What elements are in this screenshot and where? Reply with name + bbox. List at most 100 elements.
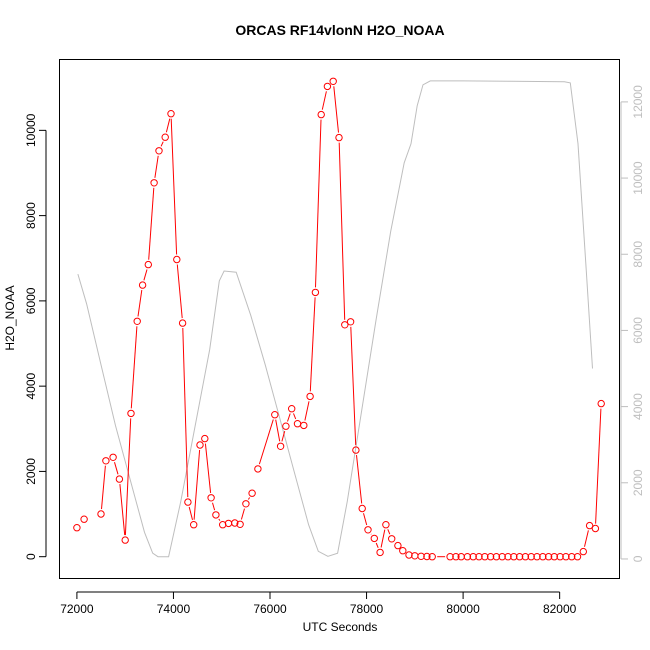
x-axis-label: UTC Seconds: [303, 620, 378, 634]
h2o-data-point: [492, 553, 501, 561]
h2o-line-segment: [309, 297, 316, 392]
h2o-data-point: [346, 318, 355, 326]
h2o-data-point: [144, 260, 153, 269]
h2o-series: [73, 77, 605, 561]
h2o-data-point: [207, 494, 215, 502]
h2o-data-point: [591, 524, 600, 533]
h2o-data-point: [121, 536, 129, 544]
h2o-data-point: [527, 553, 535, 561]
h2o-data-point: [212, 511, 220, 519]
h2o-data-point: [405, 551, 413, 559]
h2o-data-point: [184, 498, 192, 506]
x-axis: 72000 74000 76000 78000 80000 82000: [60, 591, 577, 616]
h2o-line-segment: [258, 419, 274, 465]
h2o-data-point: [323, 82, 332, 91]
h2o-data-point: [573, 553, 582, 561]
h2o-data-point: [544, 553, 553, 561]
h2o-line-segment: [176, 264, 183, 319]
h2o-line-segment: [338, 142, 346, 320]
h2o-data-point: [358, 504, 366, 513]
h2o-data-point: [329, 77, 337, 86]
h2o-data-point: [80, 515, 88, 523]
h2o-data-point: [475, 553, 483, 561]
h2o-data-point: [382, 521, 390, 529]
h2o-line-segment: [240, 508, 245, 520]
h2o-data-point: [155, 147, 163, 155]
h2o-data-point: [231, 519, 239, 527]
h2o-line-segment: [304, 401, 310, 421]
h2o-data-point: [73, 524, 81, 532]
h2o-data-point: [276, 442, 285, 450]
h2o-line-segment: [315, 119, 322, 288]
h2o-data-point: [201, 434, 209, 443]
h2o-data-point: [556, 553, 564, 561]
h2o-data-point: [376, 548, 384, 557]
secondary-y-tick-label: 4000: [631, 393, 645, 420]
h2o-data-point: [388, 535, 396, 543]
y-tick-label: 0: [24, 553, 38, 560]
h2o-line-segment: [130, 326, 138, 409]
h2o-data-point: [568, 553, 576, 561]
secondary-y-tick-label: 2000: [631, 469, 645, 496]
h2o-data-point: [248, 489, 256, 497]
h2o-data-point: [550, 553, 558, 561]
h2o-line-segment: [119, 484, 126, 536]
y-tick-label: 10000: [24, 113, 38, 147]
h2o-line-segment: [375, 542, 379, 548]
chart-title: ORCAS RF14vlonN H2O_NOAA: [235, 22, 444, 38]
x-tick-label: 74000: [157, 602, 191, 616]
h2o-data-point: [133, 317, 141, 325]
h2o-data-point: [394, 541, 402, 550]
h2o-data-point: [452, 553, 460, 561]
h2o-data-point: [562, 553, 570, 561]
h2o-data-point: [504, 553, 512, 561]
h2o-data-point: [539, 553, 547, 561]
x-tick-label: 78000: [350, 602, 384, 616]
h2o-line-segment: [188, 506, 193, 521]
h2o-data-point: [167, 110, 175, 118]
h2o-data-point: [306, 392, 314, 401]
h2o-data-point: [335, 133, 343, 142]
h2o-line-segment: [363, 513, 368, 526]
h2o-data-point: [102, 457, 110, 465]
h2o-data-point: [481, 553, 489, 561]
h2o-data-point: [300, 421, 308, 430]
plot-frame: [59, 59, 620, 579]
h2o-data-point: [115, 475, 124, 483]
h2o-line-segment: [387, 529, 391, 535]
h2o-line-segment: [212, 502, 216, 511]
h2o-line-segment: [124, 418, 132, 536]
secondary-y-tick-label: 12000: [631, 85, 645, 119]
secondary-y-tick-label: 10000: [631, 161, 645, 195]
h2o-line-segment: [595, 408, 602, 524]
y-tick-label: 6000: [24, 287, 38, 314]
h2o-line-segment: [101, 465, 106, 510]
h2o-line-segment: [182, 327, 189, 498]
h2o-line-segment: [143, 269, 148, 281]
h2o-line-segment: [350, 326, 357, 446]
y-tick-label: 2000: [24, 458, 38, 485]
h2o-line-segment: [380, 529, 386, 548]
h2o-line-segment: [218, 518, 221, 521]
h2o-data-point: [423, 552, 431, 561]
h2o-line-segment: [114, 462, 119, 475]
h2o-data-point: [196, 441, 204, 449]
h2o-data-point: [254, 465, 262, 473]
h2o-line-segment: [275, 419, 281, 442]
h2o-data-point: [178, 319, 187, 327]
secondary-y-tick-label: 0: [631, 555, 645, 562]
h2o-data-point: [352, 446, 360, 454]
h2o-line-segment: [247, 497, 251, 500]
h2o-data-point: [370, 534, 378, 543]
h2o-line-segment: [204, 443, 212, 493]
x-tick-label: 76000: [253, 602, 287, 616]
h2o-data-point: [109, 453, 117, 461]
h2o-data-point: [597, 399, 605, 408]
h2o-data-point: [97, 510, 105, 518]
h2o-data-point: [138, 281, 147, 289]
h2o-data-point: [341, 321, 349, 329]
h2o-data-point: [127, 409, 135, 418]
h2o-data-point: [317, 110, 325, 119]
h2o-data-point: [242, 500, 250, 508]
